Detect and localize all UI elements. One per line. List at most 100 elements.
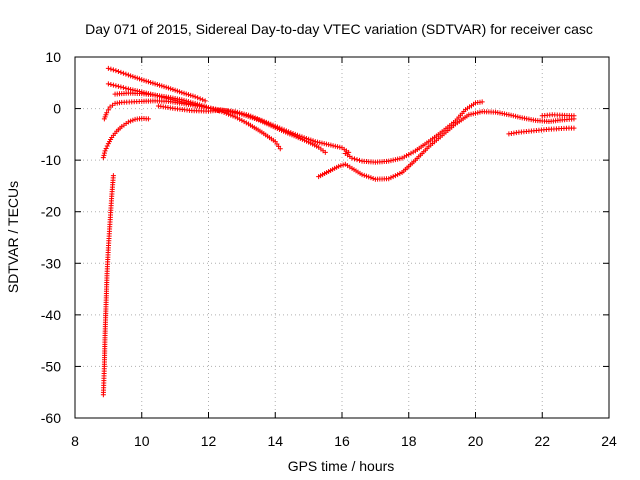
data-point: [259, 117, 265, 123]
data-marker: [230, 113, 236, 119]
data-marker: [517, 114, 523, 120]
data-marker: [363, 173, 369, 179]
data-marker: [181, 97, 187, 103]
data-marker: [110, 82, 116, 88]
data-marker: [288, 130, 294, 136]
data-marker: [188, 99, 194, 105]
data-marker: [290, 130, 296, 136]
data-marker: [319, 140, 325, 146]
data-marker: [292, 131, 298, 137]
data-marker: [337, 144, 343, 150]
series-track-1: [100, 173, 116, 398]
data-marker: [190, 93, 196, 99]
data-marker: [332, 143, 338, 149]
grid: [75, 57, 609, 418]
data-marker: [368, 175, 374, 181]
data-point: [232, 109, 238, 115]
data-marker: [195, 95, 201, 101]
data-marker: [390, 174, 396, 180]
data-marker: [248, 113, 254, 119]
data-marker: [283, 128, 289, 134]
data-point: [506, 112, 512, 118]
x-tick-label: 20: [468, 433, 484, 449]
data-marker: [301, 135, 307, 141]
data-marker: [274, 124, 280, 130]
data-marker: [161, 84, 167, 90]
data-marker: [110, 102, 116, 108]
data-marker: [473, 110, 478, 116]
data-marker: [243, 112, 249, 118]
data-marker: [352, 156, 358, 162]
data-point: [115, 83, 121, 89]
data-marker: [234, 109, 240, 115]
data-point: [246, 112, 252, 118]
data-marker: [170, 86, 176, 92]
data-point: [359, 172, 365, 178]
x-tick-label: 22: [534, 433, 550, 449]
data-marker: [388, 175, 394, 181]
data-marker: [397, 156, 403, 162]
series-track-10: [506, 125, 577, 137]
x-tick-label: 16: [334, 433, 350, 449]
data-point: [125, 119, 131, 125]
x-tick-label: 8: [71, 433, 79, 449]
data-point: [386, 158, 392, 164]
data-marker: [200, 97, 206, 103]
data-marker: [330, 143, 336, 149]
x-tick-label: 14: [267, 433, 283, 449]
data-marker: [194, 101, 200, 107]
data-marker: [185, 92, 191, 98]
chart-title: Day 071 of 2015, Sidereal Day-to-day VTE…: [85, 21, 593, 37]
data-marker: [515, 114, 521, 120]
data-point: [202, 98, 208, 104]
data-marker: [295, 132, 300, 138]
data-marker: [163, 84, 169, 90]
y-tick-label: -30: [41, 255, 61, 271]
data-marker: [370, 175, 376, 181]
series-track-3: [101, 98, 283, 152]
data-marker: [308, 137, 314, 143]
data-marker: [397, 171, 403, 177]
x-tick-label: 18: [401, 433, 417, 449]
data-marker: [340, 162, 346, 168]
data-point: [179, 97, 185, 103]
data-marker: [101, 150, 107, 156]
data-marker: [150, 80, 156, 86]
data-points: [100, 65, 577, 398]
data-marker: [395, 156, 401, 162]
data-point: [192, 94, 198, 100]
data-marker: [310, 138, 316, 144]
data-marker: [357, 157, 363, 163]
data-marker: [130, 117, 136, 123]
data-point: [336, 163, 342, 169]
data-marker: [388, 158, 394, 164]
data-marker: [154, 82, 160, 88]
data-point: [104, 110, 110, 116]
data-marker: [281, 127, 287, 133]
data-marker: [201, 103, 207, 109]
data-point: [346, 149, 352, 155]
data-point: [479, 99, 485, 105]
data-marker: [110, 67, 116, 73]
data-point: [299, 134, 305, 140]
data-marker: [120, 85, 126, 91]
data-marker: [508, 112, 514, 118]
data-marker: [130, 74, 136, 80]
data-marker: [335, 144, 341, 150]
data-marker: [477, 109, 483, 115]
data-point: [110, 173, 116, 179]
data-marker: [128, 73, 134, 79]
data-marker: [392, 157, 398, 163]
series-track-7: [155, 103, 352, 155]
data-marker: [323, 141, 329, 147]
data-point: [326, 142, 332, 148]
data-marker: [190, 100, 196, 106]
data-point: [571, 125, 577, 131]
y-axis-label: SDTVAR / TECUs: [5, 181, 21, 293]
data-marker: [197, 96, 203, 102]
data-marker: [270, 122, 276, 128]
data-point: [349, 155, 355, 161]
data-marker: [181, 90, 187, 96]
data-marker: [254, 116, 260, 122]
